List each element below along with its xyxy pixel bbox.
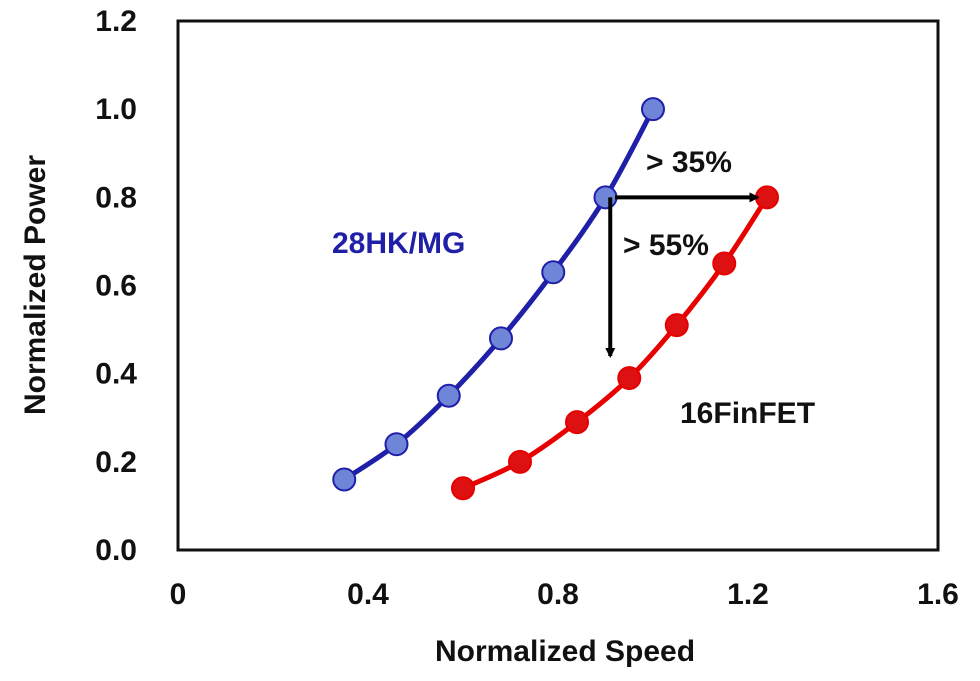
data-point: [565, 410, 589, 435]
y-tick-label: 1.0: [95, 93, 137, 126]
x-tick-label: 0.4: [347, 578, 389, 611]
data-point: [508, 449, 532, 474]
x-tick-label: 0: [170, 578, 187, 611]
x-axis-title: Normalized Speed: [435, 635, 695, 668]
y-tick-label: 1.2: [95, 5, 137, 38]
annotation-label-35: > 35%: [646, 146, 732, 179]
data-point: [451, 476, 475, 501]
series-label-28hkmg: 28HK/MG: [332, 227, 465, 260]
y-axis-title: Normalized Power: [19, 155, 52, 415]
y-tick-label: 0.2: [95, 446, 137, 479]
y-tick-label: 0.0: [95, 534, 137, 567]
data-point: [489, 326, 513, 351]
y-tick-label: 0.4: [95, 358, 137, 391]
series-label-16finfet: 16FinFET: [680, 397, 815, 430]
data-point: [641, 97, 665, 122]
x-axis-ticks: 0 0.4 0.8 1.2 1.6: [170, 578, 959, 611]
y-axis-ticks: 0.0 0.2 0.4 0.6 0.8 1.0 1.2: [95, 5, 137, 567]
data-point: [384, 432, 409, 457]
series-16finfet: [451, 185, 779, 501]
x-tick-label: 1.6: [917, 578, 959, 611]
data-point: [664, 313, 689, 338]
annotation-layer: [605, 192, 760, 359]
annotation-label-55: > 55%: [623, 229, 709, 262]
data-point: [593, 185, 618, 210]
data-point: [755, 185, 779, 210]
y-tick-label: 0.6: [95, 270, 137, 303]
data-point: [436, 383, 461, 408]
x-tick-label: 1.2: [727, 578, 769, 611]
data-point: [332, 467, 357, 492]
x-tick-label: 0.8: [537, 578, 579, 611]
data-point: [541, 260, 566, 285]
data-point: [712, 251, 737, 276]
data-point: [617, 366, 642, 391]
plot-area-frame: [176, 19, 940, 552]
y-tick-label: 0.8: [95, 181, 137, 214]
